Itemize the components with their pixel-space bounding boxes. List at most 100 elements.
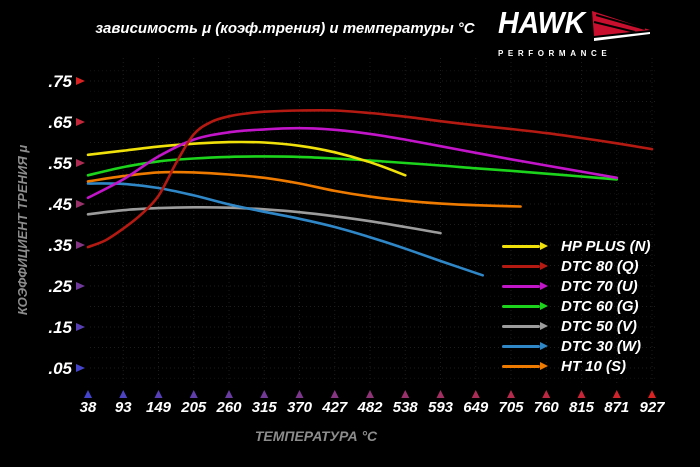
legend-label: DTC 30 (W) [561, 337, 641, 355]
x-tick-label: 705 [498, 399, 524, 416]
series-line-hp-plus-n [86, 140, 407, 177]
legend-swatch-icon [502, 322, 550, 330]
y-tick-label: .25 [48, 277, 72, 296]
legend-label: DTC 80 (Q) [561, 257, 639, 275]
legend-line [502, 364, 540, 368]
y-axis-title: КОЭФФИЦИЕНТ ТРЕНИЯ μ [15, 145, 30, 315]
hawk-wordmark: HAWK [498, 5, 586, 40]
x-tick-label: 649 [463, 399, 489, 416]
y-tick-arrow-icon [76, 364, 85, 372]
y-tick-label: .75 [48, 72, 72, 91]
x-tick-arrow-icon [471, 390, 480, 398]
x-tick-label: 760 [534, 399, 560, 416]
x-tick-arrow-icon [507, 390, 515, 398]
x-tick-label: 871 [604, 399, 629, 416]
x-tick-label: 927 [639, 399, 665, 416]
x-tick-arrow-icon [154, 390, 163, 398]
legend-line [502, 344, 540, 348]
x-tick-arrow-icon [401, 390, 410, 398]
y-tick-arrow-icon [76, 323, 85, 331]
legend-swatch-icon [502, 242, 550, 250]
legend-item: DTC 80 (Q) [502, 256, 650, 276]
y-tick-label: .05 [48, 359, 72, 378]
series-line-ht-10-s [86, 170, 522, 208]
x-tick-arrow-icon [542, 390, 551, 398]
y-tick-arrow-icon [76, 77, 85, 85]
x-tick-arrow-icon [260, 390, 269, 398]
legend: HP PLUS (N) DTC 80 (Q) DTC 70 (U) DTC 60 (G… [502, 236, 650, 376]
y-tick-arrow-icon [76, 200, 85, 208]
series-line-dtc-30-w [86, 182, 484, 277]
legend-swatch-icon [502, 342, 550, 350]
legend-line [502, 244, 540, 248]
legend-label: DTC 70 (U) [561, 277, 638, 295]
x-tick-arrow-icon [295, 390, 304, 398]
legend-arrow-icon [540, 242, 548, 250]
x-tick-arrow-icon [84, 390, 92, 398]
legend-label: DTC 50 (V) [561, 317, 637, 335]
x-tick-label: 38 [80, 399, 97, 416]
x-axis-title: ТЕМПЕРАТУРА °C [255, 428, 378, 444]
x-tick-arrow-icon [436, 390, 445, 398]
legend-item: DTC 70 (U) [502, 276, 650, 296]
x-tick-label: 149 [146, 399, 172, 416]
x-tick-arrow-icon [577, 390, 586, 398]
legend-item: HT 10 (S) [502, 356, 650, 376]
x-tick-arrow-icon [648, 390, 656, 398]
series-line-dtc-80-q [86, 108, 654, 249]
legend-line [502, 324, 540, 328]
legend-line [502, 264, 540, 268]
brand-logo: HAWK PERFORMANCE [498, 5, 678, 58]
x-tick-label: 93 [115, 399, 132, 416]
x-tick-arrow-icon [330, 390, 339, 398]
x-tick-arrow-icon [189, 390, 198, 398]
legend-swatch-icon [502, 302, 550, 310]
x-tick-label: 482 [356, 399, 383, 416]
x-tick-label: 205 [180, 399, 207, 416]
y-tick-arrow-icon [76, 159, 85, 167]
legend-item: HP PLUS (N) [502, 236, 650, 256]
y-tick-arrow-icon [76, 118, 85, 126]
x-tick-arrow-icon [225, 390, 233, 398]
x-tick-label: 260 [215, 399, 242, 416]
performance-subtitle: PERFORMANCE [498, 49, 612, 58]
x-tick-label: 370 [287, 399, 313, 416]
legend-item: DTC 50 (V) [502, 316, 650, 336]
x-tick-label: 315 [252, 399, 278, 416]
x-tick-arrow-icon [612, 390, 621, 398]
legend-item: DTC 60 (G) [502, 296, 650, 316]
x-tick-label: 538 [393, 399, 419, 416]
x-tick-arrow-icon [119, 390, 128, 398]
y-tick-arrow-icon [76, 241, 85, 249]
y-tick-label: .45 [48, 195, 72, 214]
legend-item: DTC 30 (W) [502, 336, 650, 356]
legend-arrow-icon [540, 342, 548, 350]
legend-arrow-icon [540, 282, 548, 290]
legend-swatch-icon [502, 282, 550, 290]
legend-swatch-icon [502, 262, 550, 270]
x-tick-label: 427 [321, 399, 348, 416]
legend-arrow-icon [540, 362, 548, 370]
legend-arrow-icon [540, 302, 548, 310]
y-tick-label: .55 [48, 154, 72, 173]
x-tick-label: 815 [569, 399, 595, 416]
series-line-dtc-60-g [86, 155, 619, 181]
x-tick-label: 593 [428, 399, 454, 416]
hawk-wing-icon [591, 10, 651, 47]
legend-label: HP PLUS (N) [561, 237, 651, 255]
legend-arrow-icon [540, 322, 548, 330]
legend-line [502, 284, 540, 288]
chart-title: зависимость μ (коэф.трения) и температур… [95, 20, 475, 37]
series-line-dtc-70-u [86, 126, 619, 200]
legend-line [502, 304, 540, 308]
y-tick-label: .65 [48, 113, 72, 132]
y-tick-label: .15 [48, 318, 72, 337]
legend-label: HT 10 (S) [561, 357, 627, 375]
legend-swatch-icon [502, 362, 550, 370]
x-tick-arrow-icon [366, 390, 374, 398]
y-tick-label: .35 [48, 236, 72, 255]
y-tick-arrow-icon [76, 282, 85, 290]
legend-label: DTC 60 (G) [561, 297, 639, 315]
legend-arrow-icon [540, 262, 548, 270]
